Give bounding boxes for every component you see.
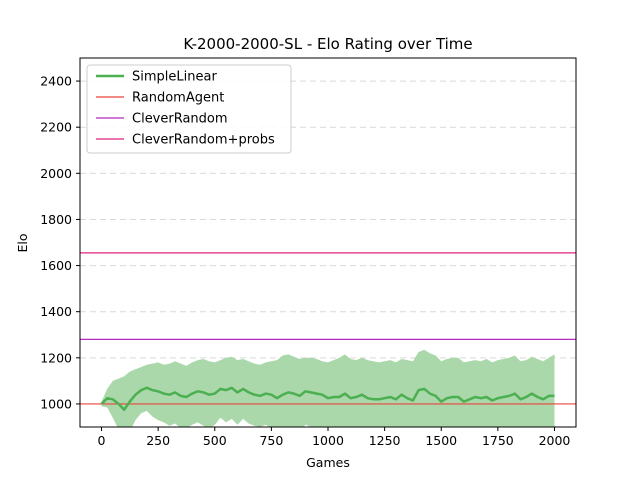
legend-label-randomagent: RandomAgent [132,91,224,106]
legend-label-cleverrandom-probs: CleverRandom+probs [132,133,275,148]
x-tick-label: 1750 [482,433,514,448]
x-tick-label: 750 [259,433,283,448]
y-tick-label: 2200 [40,120,72,135]
chart-title: K-2000-2000-SL - Elo Rating over Time [183,35,472,53]
y-tick-label: 1400 [40,304,72,319]
x-axis-ticks: 0 250 500 750 1000 1250 1500 1750 2000 [98,427,571,448]
legend-label-cleverrandom: CleverRandom [132,112,228,127]
y-tick-label: 1000 [40,396,72,411]
x-tick-label: 1250 [369,433,401,448]
x-tick-label: 1500 [425,433,457,448]
y-axis-label: Elo [15,233,30,252]
legend: SimpleLinear RandomAgent CleverRandom Cleve… [86,64,292,154]
x-tick-label: 1000 [312,433,344,448]
x-axis-label: Games [306,455,350,470]
series-line-simplelinear [100,386,555,411]
confidence-band-layer [101,349,555,427]
y-tick-label: 1800 [40,212,72,227]
legend-label-simplelinear: SimpleLinear [132,70,217,85]
y-axis-ticks: 1000 1200 1400 1600 1800 2000 2200 2400 [40,74,80,411]
x-tick-label: 500 [203,433,227,448]
y-tick-label: 1600 [40,258,72,273]
confidence-band-simplelinear [101,349,555,427]
reference-lines [80,252,576,405]
y-tick-label: 1200 [40,350,72,365]
series-lines [100,386,555,411]
y-tick-label: 2400 [40,74,72,89]
y-tick-label: 2000 [40,166,72,181]
x-tick-label: 250 [146,433,170,448]
legend-box [86,64,292,154]
x-tick-label: 0 [98,433,106,448]
x-tick-label: 2000 [539,433,571,448]
